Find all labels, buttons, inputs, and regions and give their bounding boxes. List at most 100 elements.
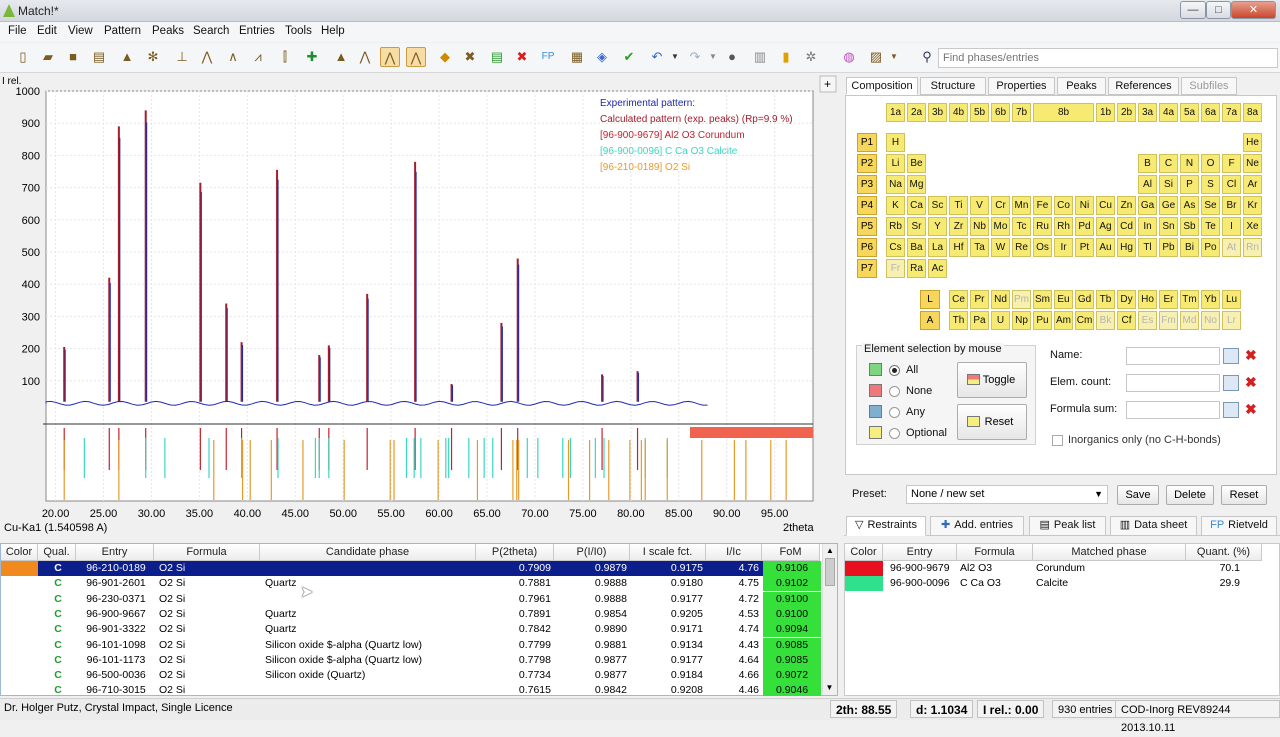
group-1b[interactable]: 1b bbox=[1096, 103, 1115, 122]
menu-peaks[interactable]: Peaks bbox=[152, 25, 184, 37]
element-Pb[interactable]: Pb bbox=[1159, 238, 1178, 257]
element-Yb[interactable]: Yb bbox=[1201, 290, 1220, 309]
row-color-swatch[interactable] bbox=[1, 592, 38, 607]
show-profile-icon[interactable]: ⋀ bbox=[406, 47, 426, 67]
inorganics-checkbox[interactable] bbox=[1052, 435, 1063, 446]
element-As[interactable]: As bbox=[1180, 196, 1199, 215]
element-Mo[interactable]: Mo bbox=[991, 217, 1010, 236]
table-row[interactable]: C 96-900-9667 O2 Si Quartz 0.7891 0.9854 0.920… bbox=[1, 606, 821, 622]
col-fom[interactable]: FoM bbox=[762, 544, 820, 561]
matched-row[interactable]: 96-900-0096 C Ca O3 Calcite 29.9 bbox=[845, 576, 1263, 592]
menu-file[interactable]: File bbox=[8, 25, 27, 37]
element-Ca[interactable]: Ca bbox=[907, 196, 926, 215]
element-Ge[interactable]: Ge bbox=[1159, 196, 1178, 215]
element-Fe[interactable]: Fe bbox=[1033, 196, 1052, 215]
group-3a[interactable]: 3a bbox=[1138, 103, 1157, 122]
name-picker-icon[interactable] bbox=[1223, 348, 1239, 364]
element-Am[interactable]: Am bbox=[1054, 311, 1073, 330]
smooth-icon[interactable]: ⊥ bbox=[176, 49, 188, 64]
element-Os[interactable]: Os bbox=[1033, 238, 1052, 257]
element-Tl[interactable]: Tl bbox=[1138, 238, 1157, 257]
element-Hg[interactable]: Hg bbox=[1117, 238, 1136, 257]
element-Lu[interactable]: Lu bbox=[1222, 290, 1241, 309]
print-icon[interactable]: ▤ bbox=[92, 49, 106, 64]
raw-data-icon[interactable]: ▲ bbox=[120, 49, 134, 64]
peak-list-icon[interactable]: ⫿ bbox=[282, 49, 288, 64]
radio-none[interactable] bbox=[889, 386, 900, 397]
element-Pd[interactable]: Pd bbox=[1075, 217, 1094, 236]
period-P4[interactable]: P4 bbox=[857, 196, 877, 215]
element-Pt[interactable]: Pt bbox=[1075, 238, 1094, 257]
col-candidate-phase[interactable]: Candidate phase bbox=[260, 544, 476, 561]
group-4a[interactable]: 4a bbox=[1159, 103, 1178, 122]
element-Te[interactable]: Te bbox=[1201, 217, 1220, 236]
report-icon[interactable]: ▦ bbox=[570, 49, 584, 64]
element-K[interactable]: K bbox=[886, 196, 905, 215]
tab-subfiles[interactable]: Subfiles bbox=[1181, 77, 1237, 95]
add-peak-icon[interactable]: ✚ bbox=[306, 49, 318, 64]
row-color-swatch[interactable] bbox=[1, 638, 38, 653]
element-Lr[interactable]: Lr bbox=[1222, 311, 1241, 330]
element-Dy[interactable]: Dy bbox=[1117, 290, 1136, 309]
element-Cs[interactable]: Cs bbox=[886, 238, 905, 257]
matched-row[interactable]: 96-900-9679 Al2 O3 Corundum 70.1 bbox=[845, 561, 1263, 576]
element-Pm[interactable]: Pm bbox=[1012, 290, 1031, 309]
element-Cf[interactable]: Cf bbox=[1117, 311, 1136, 330]
chart-options-icon[interactable]: ▨ bbox=[869, 49, 883, 64]
radio-optional[interactable] bbox=[889, 428, 900, 439]
element-V[interactable]: V bbox=[970, 196, 989, 215]
element-Nb[interactable]: Nb bbox=[970, 217, 989, 236]
tab-structure[interactable]: Structure bbox=[920, 77, 986, 95]
table-row[interactable]: C 96-230-0371 O2 Si 0.7961 0.9888 0.9177 4.72 0… bbox=[1, 591, 821, 607]
menu-help[interactable]: Help bbox=[321, 25, 345, 37]
search-match-icon[interactable]: ◆ bbox=[440, 49, 450, 64]
group-2b[interactable]: 2b bbox=[1117, 103, 1136, 122]
calc-pattern-icon[interactable]: ▲ bbox=[334, 49, 348, 64]
tab-restraints[interactable]: ▽ Restraints bbox=[846, 516, 926, 536]
col-entry[interactable]: Entry bbox=[76, 544, 154, 561]
save-icon[interactable]: ■ bbox=[69, 49, 77, 64]
name-clear-icon[interactable]: ✖ bbox=[1245, 347, 1257, 363]
alpha2-icon[interactable]: ⋀ bbox=[201, 49, 213, 64]
open-folder-icon[interactable]: ▰ bbox=[43, 49, 53, 64]
undo-icon[interactable]: ↶ bbox=[651, 49, 663, 64]
redo-dropdown-icon[interactable]: ▼ bbox=[709, 52, 717, 61]
row-color-swatch[interactable] bbox=[1, 622, 38, 637]
col-qual[interactable]: Qual. bbox=[38, 544, 76, 561]
element-Cr[interactable]: Cr bbox=[991, 196, 1010, 215]
group-6b[interactable]: 6b bbox=[991, 103, 1010, 122]
element-P[interactable]: P bbox=[1180, 175, 1199, 194]
element-Th[interactable]: Th bbox=[949, 311, 968, 330]
element-N[interactable]: N bbox=[1180, 154, 1199, 173]
element-Po[interactable]: Po bbox=[1201, 238, 1220, 257]
tools-icon[interactable]: ✖ bbox=[464, 49, 476, 64]
element-Ga[interactable]: Ga bbox=[1138, 196, 1157, 215]
element-B[interactable]: B bbox=[1138, 154, 1157, 173]
delete-icon[interactable]: ✖ bbox=[516, 49, 528, 64]
element-Pa[interactable]: Pa bbox=[970, 311, 989, 330]
mcol-quant[interactable]: Quant. (%) bbox=[1186, 544, 1262, 561]
element-Eu[interactable]: Eu bbox=[1054, 290, 1073, 309]
element-Sn[interactable]: Sn bbox=[1159, 217, 1178, 236]
preset-reset-button[interactable]: Reset bbox=[1221, 485, 1267, 505]
element-Ni[interactable]: Ni bbox=[1075, 196, 1094, 215]
element-Nd[interactable]: Nd bbox=[991, 290, 1010, 309]
element-In[interactable]: In bbox=[1138, 217, 1157, 236]
element-Ru[interactable]: Ru bbox=[1033, 217, 1052, 236]
undo-dropdown-icon[interactable]: ▼ bbox=[671, 52, 679, 61]
element-Be[interactable]: Be bbox=[907, 154, 926, 173]
search-icon[interactable]: ⚲ bbox=[922, 49, 932, 64]
element-Md[interactable]: Md bbox=[1180, 311, 1199, 330]
settings-icon[interactable]: ✲ bbox=[805, 49, 817, 64]
fp-icon[interactable]: FP bbox=[541, 51, 555, 62]
table-row[interactable]: C 96-901-3322 O2 Si Quartz 0.7842 0.9890 0.917… bbox=[1, 622, 821, 638]
elem-count-field[interactable] bbox=[1126, 374, 1220, 392]
element-Zr[interactable]: Zr bbox=[949, 217, 968, 236]
mcol-color[interactable]: Color bbox=[845, 544, 883, 561]
element-Ne[interactable]: Ne bbox=[1243, 154, 1262, 173]
element-H[interactable]: H bbox=[886, 133, 905, 152]
table-row[interactable]: C 96-101-1173 O2 Si Silicon oxide $-alpha (… bbox=[1, 652, 821, 668]
row-color-swatch[interactable] bbox=[1, 683, 38, 696]
element-Rn[interactable]: Rn bbox=[1243, 238, 1262, 257]
group-7a[interactable]: 7a bbox=[1222, 103, 1241, 122]
